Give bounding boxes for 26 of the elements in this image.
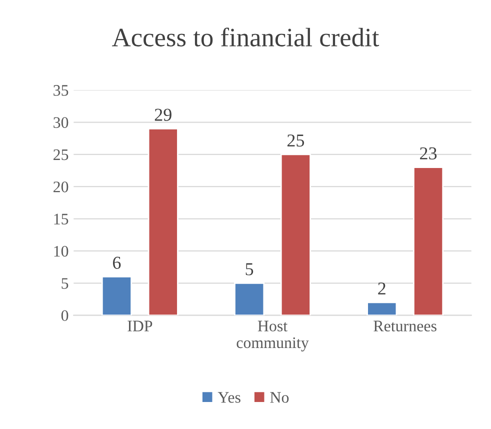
bar [280,154,311,316]
y-tick-label: 0 [61,310,68,322]
bar [101,276,132,316]
x-tick-label: Host community [236,320,309,352]
y-tick-label: 25 [54,149,68,160]
y-tick-label: 15 [54,214,68,224]
y-tick-label: 35 [54,85,68,96]
y-tick-label: 20 [54,182,68,192]
data-label: 23 [420,147,437,160]
bar [366,302,398,316]
data-label: 5 [246,263,254,276]
data-label: 6 [112,256,121,269]
bar [148,128,178,316]
bar [412,166,444,316]
data-label: 29 [154,108,172,121]
y-tick-label: 30 [54,117,68,128]
legend-label: Yes [218,392,240,403]
chart-title: Access to financial credit [112,28,380,46]
x-tick-label: IDP [128,320,152,332]
legend-label: No [270,392,289,403]
data-label: 25 [287,134,304,147]
data-label: 2 [378,282,386,294]
y-tick-label: 5 [62,278,68,289]
y-tick-label: 10 [54,246,68,257]
x-tick-label: Returnees [374,320,436,332]
bar [234,282,265,316]
